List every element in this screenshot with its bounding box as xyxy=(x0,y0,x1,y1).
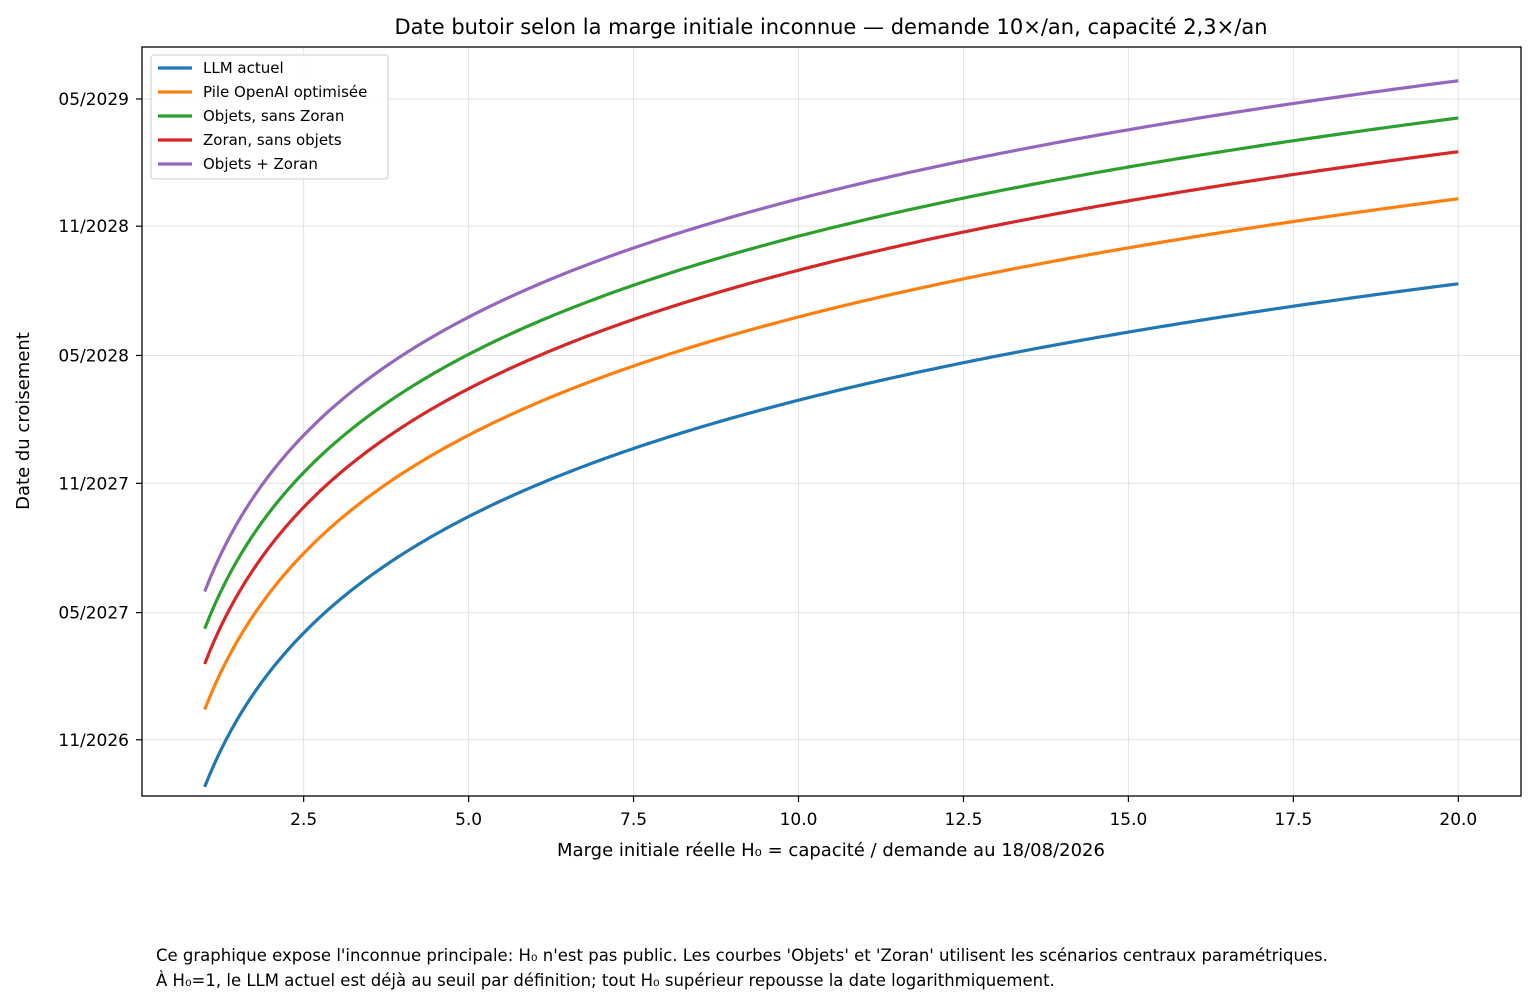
y-axis-label: Date du croisement xyxy=(13,332,34,510)
series-lines xyxy=(203,79,1459,788)
x-axis-label: Marge initiale réelle H₀ = capacité / de… xyxy=(557,840,1105,861)
legend-label-4: Zoran, sans objets xyxy=(203,131,342,149)
x-tick-label: 2.5 xyxy=(290,810,317,830)
y-tick-label: 11/2027 xyxy=(58,474,129,494)
series-line-1 xyxy=(203,282,1459,788)
caption-line-1: Ce graphique expose l'inconnue principal… xyxy=(156,946,1328,965)
series-line-4 xyxy=(203,150,1459,665)
legend-label-3: Objets, sans Zoran xyxy=(203,107,344,125)
series-line-2 xyxy=(203,197,1459,711)
y-tick-label: 11/2028 xyxy=(58,217,129,237)
x-tick-label: 20.0 xyxy=(1439,810,1477,830)
y-tick-label: 05/2029 xyxy=(58,90,129,110)
x-tick-label: 12.5 xyxy=(945,810,983,830)
legend-box xyxy=(150,54,389,180)
x-tick-label: 10.0 xyxy=(780,810,818,830)
x-tick-label: 15.0 xyxy=(1109,810,1147,830)
y-tick-label: 05/2027 xyxy=(58,604,129,624)
legend: LLM actuel Pile OpenAI optimisée Objets, s… xyxy=(150,54,389,180)
x-tick-label: 5.0 xyxy=(455,810,482,830)
plot-frame xyxy=(141,46,1522,797)
legend-label-5: Objets + Zoran xyxy=(203,155,318,173)
y-tick-label: 11/2026 xyxy=(58,731,129,751)
x-tick-label: 17.5 xyxy=(1274,810,1312,830)
legend-label-1: LLM actuel xyxy=(203,59,284,77)
x-tick-label: 7.5 xyxy=(620,810,647,830)
chart-title: Date butoir selon la marge initiale inco… xyxy=(394,15,1267,39)
y-axis-ticks: 11/2026 05/2027 11/2027 05/2028 11/2028 05/20… xyxy=(58,90,142,751)
series-line-5 xyxy=(203,79,1459,593)
caption-line-2: À H₀=1, le LLM actuel est déjà au seuil … xyxy=(156,971,1055,990)
x-axis-ticks: 2.5 5.0 7.5 10.0 12.5 15.0 17.5 20.0 xyxy=(290,796,1477,830)
grid xyxy=(142,47,1521,796)
legend-label-2: Pile OpenAI optimisée xyxy=(203,83,367,101)
legend-entries: LLM actuel Pile OpenAI optimisée Objets, s… xyxy=(158,59,367,173)
y-tick-label: 05/2028 xyxy=(58,346,129,366)
series-line-3 xyxy=(203,116,1459,630)
